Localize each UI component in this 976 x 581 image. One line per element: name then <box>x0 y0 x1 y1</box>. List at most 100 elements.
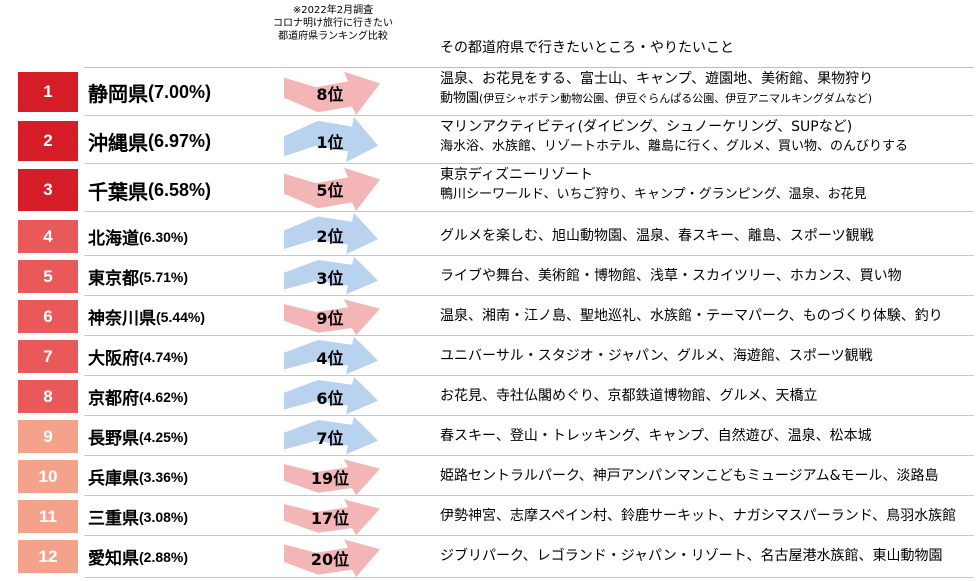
row-divider <box>84 255 974 256</box>
activities-line: ユニバーサル・スタジオ・ジャパン、グルメ、海遊館、スポーツ観戦 <box>440 347 873 364</box>
prefecture-name: 沖縄県 (6.97%) <box>88 121 211 161</box>
activities-text: 伊勢神宮、志摩スペイン村、鈴鹿サーキット、ナガシマスパーランド、鳥羽水族館 <box>440 507 956 526</box>
share-percent: (5.44%) <box>156 308 206 325</box>
prefecture-label: 三重県 <box>88 509 139 529</box>
table-row: 11 三重県 (3.08%) 17位 伊勢神宮、志摩スペイン村、鈴鹿サーキット、ナガシマ… <box>0 496 976 536</box>
table-row: 8 京都府 (4.62%) 6位 お花見、寺社仏閣めぐり、京都鉄道博物館、グルメ、天橋立 <box>0 376 976 416</box>
prefecture-label: 京都府 <box>88 389 139 409</box>
prefecture-name: 愛知県 (2.88%) <box>88 540 188 573</box>
previous-rank: 2位 <box>256 212 396 256</box>
prefecture-name: 静岡県 (7.00%) <box>88 72 211 112</box>
table-row: 12 愛知県 (2.88%) 20位 ジブリパーク、レゴランド・ジャパン・リゾート、名古… <box>0 536 976 578</box>
activities-line: 春スキー、登山・トレッキング、キャンプ、自然遊び、温泉、松本城 <box>440 427 872 444</box>
trend-arrow <box>284 459 380 496</box>
rank-badge: 4 <box>18 220 78 253</box>
arrow-up-icon <box>284 167 380 211</box>
trend-arrow <box>284 256 378 295</box>
activities-line: ジブリパーク、レゴランド・ジャパン・リゾート、名古屋港水族館、東山動物園 <box>440 547 943 564</box>
previous-rank: 3位 <box>256 256 396 296</box>
trend-arrow <box>284 212 378 255</box>
prefecture-name: 兵庫県 (3.36%) <box>88 460 188 493</box>
share-percent: (6.30%) <box>139 228 189 245</box>
prefecture-name: 京都府 (4.62%) <box>88 380 188 413</box>
activities-line: グルメを楽しむ、旭山動物園、温泉、春スキー、離島、スポーツ観戦 <box>440 227 874 244</box>
prefecture-label: 長野県 <box>88 429 139 449</box>
previous-rank-label: 4位 <box>316 349 344 368</box>
survey-note-line: 都道府県ランキング比較 <box>278 31 388 42</box>
share-percent: (4.74%) <box>139 348 189 365</box>
rank-badge: 5 <box>18 260 78 293</box>
activities-text: ライブや舞台、美術館・博物館、浅草・スカイツリー、ホカンス、買い物 <box>440 267 902 286</box>
prefecture-label: 千葉県 <box>88 179 148 204</box>
survey-note: ※2022年2月調査 コロナ明け旅行に行きたい 都道府県ランキング比較 <box>258 4 408 43</box>
row-divider <box>84 375 974 376</box>
row-divider <box>84 295 974 296</box>
previous-rank-label: 1位 <box>316 133 344 152</box>
rank-badge: 8 <box>18 380 78 413</box>
table-row: 7 大阪府 (4.74%) 4位 ユニバーサル・スタジオ・ジャパン、グルメ、海遊館、スポ… <box>0 336 976 376</box>
row-divider <box>84 211 974 212</box>
activities-text: マリンアクティビティ(ダイビング、シュノーケリング、SUPなど) 海水浴、水族館、… <box>440 118 908 156</box>
share-percent: (2.88%) <box>139 548 189 565</box>
table-row: 6 神奈川県 (5.44%) 9位 温泉、湘南・江ノ島、聖地巡礼、水族館・テーマパーク、… <box>0 296 976 336</box>
activities-text: 東京ディズニーリゾート 鴨川シーワールド、いちご狩り、キャンプ・グランピング、温泉… <box>440 166 867 204</box>
share-percent: (3.36%) <box>139 468 189 485</box>
survey-note-line: ※2022年2月調査 <box>292 5 374 16</box>
prefecture-label: 静岡県 <box>88 81 148 106</box>
activities-line: 温泉、お花見をする、富士山、キャンプ、遊園地、美術館、果物狩り <box>440 71 874 87</box>
row-divider <box>84 455 974 456</box>
activities-line: 温泉、湘南・江ノ島、聖地巡礼、水族館・テーマパーク、ものづくり体験、釣り <box>440 307 943 324</box>
table-row: 9 長野県 (4.25%) 7位 春スキー、登山・トレッキング、キャンプ、自然遊び、温泉… <box>0 416 976 456</box>
activities-text: 姫路セントラルパーク、神戸アンパンマンこどもミュージアム&モール、淡路島 <box>440 467 939 486</box>
row-divider <box>84 335 974 336</box>
rank-badge: 10 <box>18 460 78 493</box>
prefecture-name: 東京都 (5.71%) <box>88 260 188 293</box>
table-row: 2 沖縄県 (6.97%) 1位 マリンアクティビティ(ダイビング、シュノーケリング、S… <box>0 116 976 164</box>
activities-line: マリンアクティビティ(ダイビング、シュノーケリング、SUPなど) <box>440 119 853 135</box>
activities-line: 動物園(伊豆シャボテン動物公園、伊豆ぐらんぱる公園、伊豆アニマルキングダムなど) <box>440 91 873 106</box>
share-percent: (6.97%) <box>148 130 212 151</box>
previous-rank: 17位 <box>256 496 396 536</box>
trend-arrow <box>284 117 378 163</box>
rank-badge: 6 <box>18 300 78 333</box>
prefecture-label: 北海道 <box>88 229 139 249</box>
previous-rank-label: 7位 <box>316 429 344 448</box>
prefecture-label: 愛知県 <box>88 549 139 569</box>
rank-badge: 7 <box>18 340 78 373</box>
previous-rank: 8位 <box>256 68 396 116</box>
previous-rank-label: 2位 <box>316 227 344 246</box>
arrow-down-icon <box>284 416 378 455</box>
previous-rank-label: 17位 <box>310 509 350 528</box>
share-percent: (4.25%) <box>139 428 189 445</box>
table-row: 10 兵庫県 (3.36%) 19位 姫路セントラルパーク、神戸アンパンマンこどもミュー… <box>0 456 976 496</box>
previous-rank: 7位 <box>256 416 396 456</box>
share-percent: (5.71%) <box>139 268 189 285</box>
arrow-down-icon <box>284 117 378 163</box>
previous-rank-label: 5位 <box>316 181 344 200</box>
trend-arrow <box>284 376 378 415</box>
trend-arrow <box>284 539 380 578</box>
previous-rank-label: 20位 <box>310 550 350 569</box>
prefecture-name: 北海道 (6.30%) <box>88 220 188 253</box>
arrow-up-icon <box>284 539 380 578</box>
activities-line: 鴨川シーワールド、いちご狩り、キャンプ・グランピング、温泉、お花見 <box>440 187 867 202</box>
share-percent: (7.00%) <box>148 81 212 102</box>
previous-rank-label: 19位 <box>310 469 350 488</box>
prefecture-label: 神奈川県 <box>88 309 156 329</box>
rank-badge: 1 <box>18 72 78 112</box>
activities-line: 伊勢神宮、志摩スペイン村、鈴鹿サーキット、ナガシマスパーランド、鳥羽水族館 <box>440 507 957 524</box>
previous-rank: 20位 <box>256 536 396 578</box>
row-divider <box>84 495 974 496</box>
row-divider <box>84 415 974 416</box>
previous-rank: 5位 <box>256 164 396 212</box>
rank-badge: 9 <box>18 420 78 453</box>
arrow-up-icon <box>284 71 380 115</box>
rank-badge: 11 <box>18 500 78 533</box>
activities-line: 姫路セントラルパーク、神戸アンパンマンこどもミュージアム&モール、淡路島 <box>440 467 939 484</box>
previous-rank: 6位 <box>256 376 396 416</box>
previous-rank-label: 9位 <box>316 309 344 328</box>
row-divider <box>84 115 974 116</box>
activities-text: ユニバーサル・スタジオ・ジャパン、グルメ、海遊館、スポーツ観戦 <box>440 347 873 366</box>
row-divider <box>84 577 974 578</box>
prefecture-label: 大阪府 <box>88 349 139 369</box>
